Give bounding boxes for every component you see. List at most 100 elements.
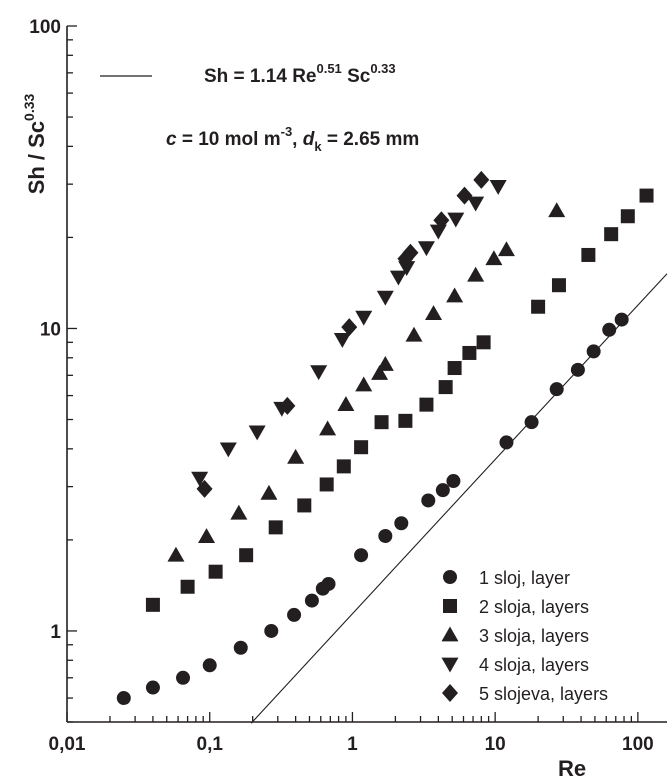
data-point (319, 420, 337, 436)
data-point (614, 312, 629, 327)
data-point (321, 576, 336, 591)
data-point (336, 459, 351, 474)
conditions-sub: k (314, 139, 322, 154)
data-point (310, 365, 328, 381)
data-point (433, 211, 450, 230)
data-point (602, 322, 617, 337)
legend-marker (443, 570, 457, 584)
data-point (524, 415, 539, 430)
data-point (230, 504, 248, 520)
series-5 (196, 170, 490, 498)
data-point (239, 548, 254, 563)
data-point (389, 270, 407, 286)
data-point (429, 224, 447, 240)
data-point (531, 299, 546, 314)
x-tick-label: 10 (485, 734, 506, 755)
data-point (376, 356, 394, 371)
correlation-annotation: Sh = 1.14 Re0.51 Sc0.33 (100, 61, 396, 87)
data-point (438, 380, 453, 395)
data-point (402, 243, 419, 262)
data-point (425, 305, 443, 320)
data-point (378, 529, 393, 544)
correlation-exp-sc: 0.33 (370, 61, 395, 76)
data-point (219, 442, 237, 458)
legend-marker (442, 684, 458, 702)
conditions-annotation: c = 10 mol m-3, dk = 2.65 mm (166, 124, 419, 154)
legend: 1 sloj, layer 2 sloja, layers 3 sloja, lay… (441, 568, 608, 704)
series-1 (116, 312, 629, 706)
x-tick-label: 1 (347, 734, 358, 755)
data-point (586, 344, 601, 359)
data-point (394, 516, 409, 531)
conditions-dk: = 2.65 mm (322, 129, 420, 150)
data-point (376, 290, 394, 306)
data-point (354, 440, 369, 455)
data-point (419, 397, 434, 412)
correlation-line-layer (250, 273, 668, 724)
data-point (333, 333, 351, 348)
data-point (145, 680, 160, 695)
data-point (202, 658, 217, 673)
data-point (581, 247, 596, 262)
data-point (341, 318, 358, 337)
data-point (467, 196, 485, 212)
data-point (287, 448, 305, 464)
data-point (417, 241, 435, 257)
data-point (485, 250, 503, 266)
x-tick-label: 0,1 (197, 734, 224, 755)
data-point (435, 483, 450, 498)
data-point (456, 186, 473, 205)
y-axis-label: Sh / Sc0.33 (21, 93, 49, 194)
conditions-c: c (166, 129, 177, 150)
conditions-sep: , (292, 129, 303, 150)
data-point (620, 209, 635, 224)
data-point (548, 202, 566, 218)
data-point (421, 493, 436, 508)
conditions-exp: -3 (281, 124, 293, 139)
data-point (264, 623, 279, 638)
data-point (446, 287, 464, 303)
data-point (604, 227, 619, 242)
data-point (116, 691, 131, 706)
data-point (570, 362, 585, 377)
data-point (196, 479, 213, 498)
data-point (549, 382, 564, 397)
data-point (473, 170, 490, 189)
correlation-line (250, 273, 668, 724)
data-point (297, 498, 312, 513)
data-point (176, 670, 191, 685)
data-point (447, 212, 465, 228)
data-point (191, 471, 209, 487)
plot-axes: 0,01 0,1 1 10 100 1 10 100 (29, 17, 667, 755)
y-tick-label: 100 (29, 17, 61, 38)
legend-label: 3 sloja, layers (479, 626, 589, 646)
data-point (354, 548, 369, 563)
x-axis-label: Re (558, 756, 586, 778)
series-3 (167, 202, 566, 562)
data-point (499, 435, 514, 450)
data-point (551, 278, 566, 293)
data-point (497, 241, 515, 257)
data-point (398, 261, 416, 277)
correlation-text: Sh = 1.14 Re (204, 66, 316, 87)
legend-label: 1 sloj, layer (479, 568, 570, 588)
data-point (319, 477, 334, 492)
data-point (446, 474, 461, 489)
data-point (248, 425, 266, 441)
series-4 (191, 179, 507, 487)
svg-text:Sh = 1.14 Re0.51 Sc0.33: Sh = 1.14 Re0.51 Sc0.33 (204, 61, 396, 87)
data-point (268, 520, 283, 535)
data-point (374, 415, 389, 430)
conditions-conc: = 10 mol m (177, 129, 281, 150)
y-tick-label: 10 (40, 319, 61, 340)
data-point (233, 640, 248, 655)
data-point (371, 364, 389, 380)
data-point (145, 597, 160, 612)
legend-label: 4 sloja, layers (479, 655, 589, 675)
data-points-layer (116, 170, 654, 706)
data-point (198, 528, 216, 544)
data-point (279, 396, 296, 415)
x-tick-label: 0,01 (49, 734, 86, 755)
data-point (476, 335, 491, 350)
